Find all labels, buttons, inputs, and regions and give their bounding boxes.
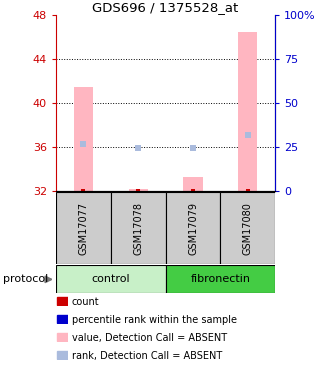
Bar <box>220 192 275 264</box>
Text: GSM17079: GSM17079 <box>188 202 198 255</box>
Text: value, Detection Call = ABSENT: value, Detection Call = ABSENT <box>72 333 227 343</box>
Bar <box>183 177 203 191</box>
Bar <box>166 265 275 293</box>
Bar <box>74 87 93 191</box>
Bar <box>57 315 68 323</box>
Title: GDS696 / 1375528_at: GDS696 / 1375528_at <box>92 1 239 14</box>
Bar <box>129 189 148 191</box>
Bar <box>57 297 68 305</box>
Bar <box>166 192 220 264</box>
Bar <box>56 192 111 264</box>
Bar <box>238 32 257 191</box>
Text: GSM17077: GSM17077 <box>78 202 88 255</box>
Text: GSM17080: GSM17080 <box>243 202 253 255</box>
Text: rank, Detection Call = ABSENT: rank, Detection Call = ABSENT <box>72 351 222 361</box>
Bar <box>57 351 68 359</box>
Text: protocol: protocol <box>3 274 48 284</box>
Bar <box>57 333 68 341</box>
Bar <box>111 192 166 264</box>
Text: control: control <box>92 274 130 284</box>
Text: count: count <box>72 297 100 307</box>
Text: percentile rank within the sample: percentile rank within the sample <box>72 315 237 325</box>
Text: fibronectin: fibronectin <box>190 274 251 284</box>
Bar <box>56 265 166 293</box>
Text: GSM17078: GSM17078 <box>133 202 143 255</box>
